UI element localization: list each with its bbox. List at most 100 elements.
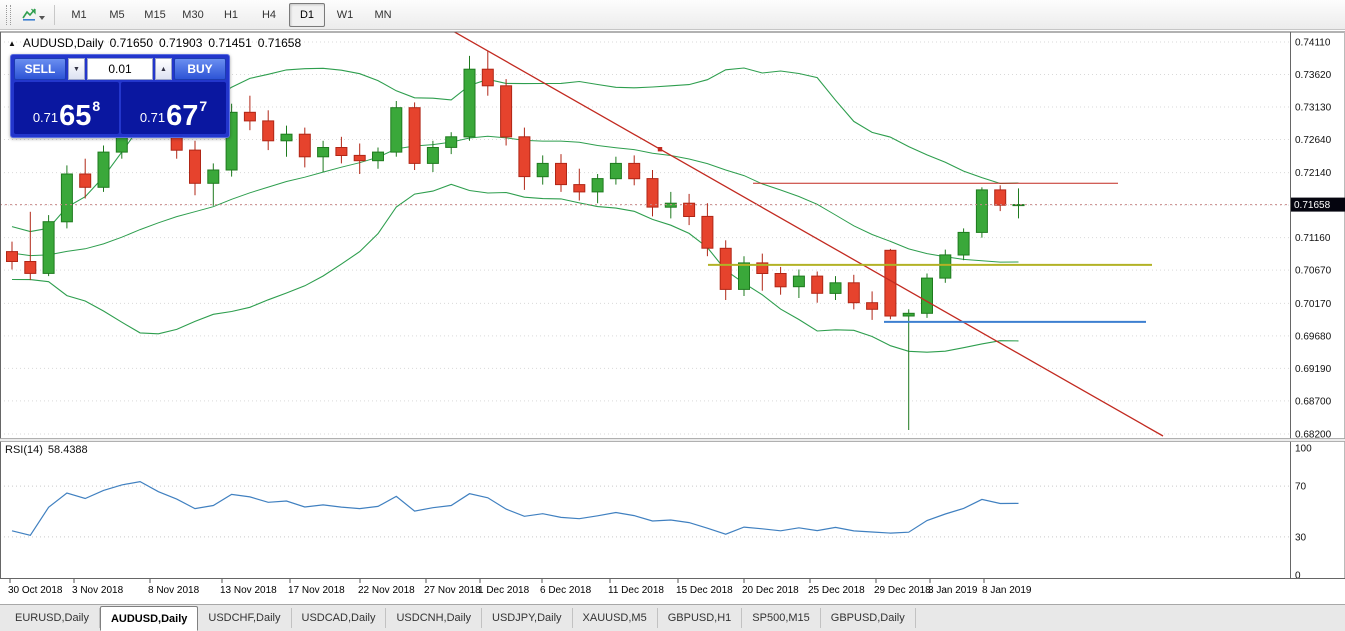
rsi-value: 58.4388: [47, 444, 88, 456]
svg-text:0.71658: 0.71658: [1294, 200, 1331, 211]
buy-price-point: 7: [199, 98, 208, 114]
sell-price-display[interactable]: 0.71 65 8: [14, 82, 119, 134]
svg-text:0.71160: 0.71160: [1295, 233, 1331, 244]
volume-input[interactable]: 0.01: [87, 58, 153, 80]
svg-text:0.70670: 0.70670: [1295, 266, 1332, 277]
volume-increase-button[interactable]: ▲: [155, 58, 172, 80]
chart-tab-label: XAUUSD,M5: [582, 612, 647, 624]
trendline-anchor-handle: [657, 147, 663, 152]
chart-tab-gbpusd-h1[interactable]: GBPUSD,H1: [658, 608, 743, 628]
pane-divider[interactable]: [0, 438, 1345, 442]
indicator-zigzag-icon: [21, 8, 36, 21]
svg-text:25 Dec 2018: 25 Dec 2018: [808, 585, 865, 596]
chart-tab-usdcnh-daily[interactable]: USDCNH,Daily: [386, 608, 483, 628]
timeframe-button-m30[interactable]: M30: [182, 8, 204, 21]
svg-text:3 Jan 2019: 3 Jan 2019: [928, 585, 978, 596]
timeframe-button-h4[interactable]: H4: [261, 8, 277, 21]
volume-decrease-button[interactable]: ▼: [68, 58, 85, 80]
price-chart-canvas[interactable]: 0.741100.736200.731300.726400.721400.716…: [0, 30, 1345, 604]
chart-tools-button[interactable]: [17, 3, 49, 27]
chart-tab-gbpusd-daily[interactable]: GBPUSD,Daily: [821, 608, 916, 628]
svg-text:20 Dec 2018: 20 Dec 2018: [742, 585, 799, 596]
svg-text:0.73620: 0.73620: [1295, 70, 1332, 81]
chart-tab-label: USDJPY,Daily: [492, 612, 562, 624]
descending-trendline: [453, 32, 1164, 437]
chart-tab-label: USDCNH,Daily: [396, 612, 472, 624]
svg-text:0: 0: [1295, 571, 1301, 582]
buy-price-prefix: 0.71: [139, 110, 166, 125]
chart-tab-label: USDCHF,Daily: [208, 612, 281, 624]
svg-text:8 Nov 2018: 8 Nov 2018: [148, 585, 200, 596]
time-axis[interactable]: 30 Oct 2018 3 Nov 2018 8 Nov 2018 13 Nov 20…: [8, 579, 1032, 596]
svg-text:30: 30: [1295, 532, 1307, 543]
one-click-trading-panel: SELL ▼ 0.01 ▲ BUY 0.71 65 8 0.71 67 7: [10, 54, 230, 138]
ohlc-open: 0.71650: [109, 36, 153, 50]
svg-text:22 Nov 2018: 22 Nov 2018: [358, 585, 415, 596]
svg-text:6 Dec 2018: 6 Dec 2018: [540, 585, 592, 596]
toolbar-separator: [54, 4, 55, 25]
chart-tab-label: GBPUSD,Daily: [830, 612, 905, 624]
buy-button[interactable]: BUY: [174, 58, 226, 80]
timeframe-button-m5[interactable]: M5: [109, 8, 125, 21]
chart-tab-usdcad-daily[interactable]: USDCAD,Daily: [292, 608, 387, 628]
timeframe-button-mn[interactable]: MN: [374, 8, 392, 21]
chart-tab-label: EURUSD,Daily: [15, 612, 89, 624]
chart-tab-usdjpy-daily[interactable]: USDJPY,Daily: [482, 608, 573, 628]
timeframe-buttons-group: M1 M5 M15 M30 H1 H4 D1 W1 MN: [60, 2, 402, 27]
ohlc-high: 0.71903: [159, 36, 203, 50]
chart-tab-label: GBPUSD,H1: [667, 612, 732, 624]
current-price-badge: 0.71658: [1291, 197, 1345, 212]
buy-price-display[interactable]: 0.71 67 7: [121, 82, 226, 134]
svg-text:0.69680: 0.69680: [1295, 331, 1332, 342]
svg-text:11 Dec 2018: 11 Dec 2018: [608, 585, 664, 596]
svg-text:0.72640: 0.72640: [1295, 135, 1332, 146]
svg-text:0.74110: 0.74110: [1295, 38, 1331, 49]
svg-text:8 Jan 2019: 8 Jan 2019: [982, 585, 1032, 596]
svg-text:15 Dec 2018: 15 Dec 2018: [676, 585, 733, 596]
svg-text:29 Dec 2018: 29 Dec 2018: [874, 585, 931, 596]
timeframes-toolbar: M1 M5 M15 M30 H1 H4 D1 W1 MN: [0, 0, 1345, 30]
chevron-down-icon: [38, 15, 45, 20]
chart-tab-label: USDCAD,Daily: [301, 612, 376, 624]
toolbar-drag-handle[interactable]: [6, 4, 11, 25]
svg-text:0.69190: 0.69190: [1295, 364, 1332, 375]
svg-text:70: 70: [1295, 482, 1307, 493]
timeframe-button-h1[interactable]: H1: [223, 8, 239, 21]
chart-tab-audusd-daily[interactable]: AUDUSD,Daily: [99, 606, 199, 631]
svg-text:0.70170: 0.70170: [1295, 299, 1332, 310]
chart-tab-sp500-m15[interactable]: SP500,M15: [742, 608, 821, 628]
chart-area: 0.741100.736200.731300.726400.721400.716…: [0, 30, 1345, 604]
svg-text:0.72140: 0.72140: [1295, 168, 1332, 179]
chart-symbol-period: AUDUSD,Daily: [22, 36, 104, 50]
timeframe-button-m1[interactable]: M1: [71, 8, 87, 21]
rsi-gridlines: [0, 485, 1290, 538]
svg-text:13 Nov 2018: 13 Nov 2018: [220, 585, 277, 596]
chart-tab-label: SP500,M15: [752, 612, 810, 624]
chart-tab-eurusd-daily[interactable]: EURUSD,Daily: [5, 608, 100, 628]
chart-title: ▲ AUDUSD,Daily 0.71650 0.71903 0.71451 0…: [8, 36, 301, 50]
svg-text:0.68200: 0.68200: [1295, 430, 1332, 441]
rsi-axis-labels[interactable]: 100 70 30 0: [1295, 444, 1312, 582]
chart-tab-xauusd-m5[interactable]: XAUUSD,M5: [573, 608, 658, 628]
chart-tab-usdchf-daily[interactable]: USDCHF,Daily: [198, 608, 292, 628]
sell-button[interactable]: SELL: [14, 58, 66, 80]
svg-text:30 Oct 2018: 30 Oct 2018: [8, 585, 63, 596]
chart-tabs-bar: EURUSD,Daily AUDUSD,Daily USDCHF,Daily USDC…: [0, 604, 1345, 631]
svg-text:100: 100: [1295, 444, 1312, 455]
timeframe-button-m15[interactable]: M15: [144, 8, 166, 21]
ohlc-low: 0.71451: [208, 36, 252, 50]
sell-price-prefix: 0.71: [32, 110, 59, 125]
candles-layer: [6, 50, 1025, 430]
sell-price-pips: 65: [59, 100, 92, 132]
svg-text:0.68700: 0.68700: [1295, 396, 1332, 407]
rsi-name: RSI(14): [5, 444, 43, 456]
one-click-collapse-icon[interactable]: ▲: [8, 38, 16, 48]
timeframe-button-d1[interactable]: D1: [289, 2, 325, 27]
sell-price-point: 8: [92, 98, 101, 114]
buy-price-pips: 67: [166, 100, 199, 132]
chart-tab-label: AUDUSD,Daily: [110, 612, 188, 625]
timeframe-button-w1[interactable]: W1: [336, 8, 354, 21]
svg-text:27 Nov 2018: 27 Nov 2018: [424, 585, 481, 596]
drawn-objects-layer[interactable]: [450, 30, 1164, 437]
